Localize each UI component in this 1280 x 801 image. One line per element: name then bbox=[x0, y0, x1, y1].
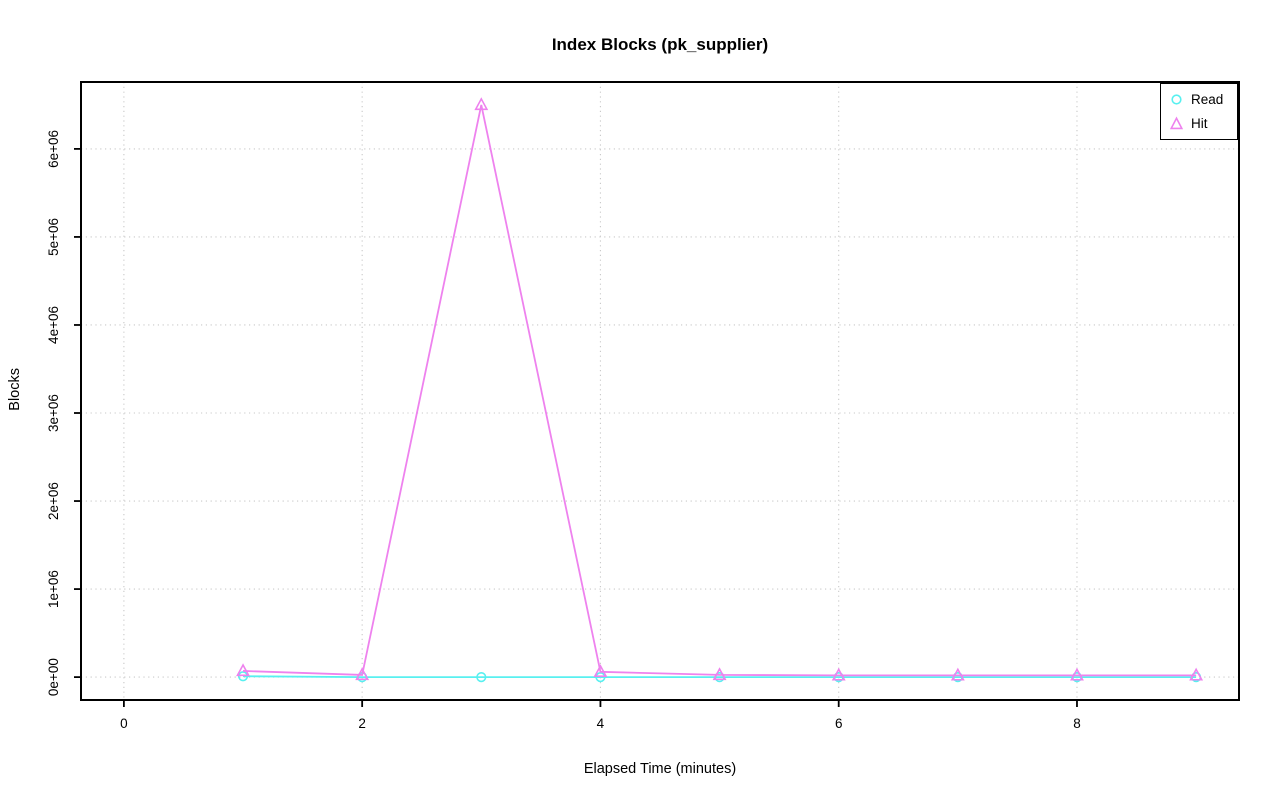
legend-label-hit: Hit bbox=[1191, 115, 1208, 131]
legend: Read Hit bbox=[1160, 83, 1238, 140]
y-axis: 0e+00 1e+06 2e+06 3e+06 4e+06 5e+06 6e+06 bbox=[46, 130, 81, 696]
x-tick-label: 6 bbox=[835, 716, 843, 731]
x-tick-label: 8 bbox=[1073, 716, 1081, 731]
gridlines bbox=[81, 82, 1239, 700]
hit-marker-glyph bbox=[1169, 115, 1184, 129]
legend-item-read: Read bbox=[1161, 87, 1237, 111]
data-point-triangle bbox=[355, 667, 370, 681]
legend-item-hit: Hit bbox=[1161, 111, 1237, 135]
data-point-triangle bbox=[950, 667, 965, 681]
data-point-triangle bbox=[1070, 667, 1084, 681]
hit-triangle-icon bbox=[1169, 115, 1184, 129]
read-marker-glyph bbox=[1171, 93, 1182, 105]
chart-title: Index Blocks (pk_supplier) bbox=[551, 35, 769, 54]
x-axis-label: Elapsed Time (minutes) bbox=[583, 761, 737, 777]
data-point-triangle bbox=[474, 97, 489, 111]
data-point-triangle bbox=[712, 667, 727, 681]
data-point-triangle bbox=[593, 664, 608, 678]
series-line bbox=[243, 675, 1197, 679]
series-hit bbox=[236, 97, 1204, 681]
read-circle-icon bbox=[1171, 93, 1182, 105]
x-tick-label: 2 bbox=[358, 716, 366, 731]
legend-label-read: Read bbox=[1191, 91, 1224, 107]
data-point-triangle bbox=[1189, 667, 1204, 681]
y-tick-label: 5e+06 bbox=[46, 218, 61, 256]
y-tick-label: 3e+06 bbox=[46, 394, 61, 432]
data-point-circle bbox=[476, 672, 487, 683]
y-tick-label: 1e+06 bbox=[46, 570, 61, 608]
x-tick-label: 0 bbox=[120, 716, 128, 731]
data-point-triangle bbox=[831, 667, 846, 681]
x-tick-label: 4 bbox=[597, 716, 605, 731]
plot-border bbox=[80, 81, 1240, 701]
y-tick-label: 6e+06 bbox=[46, 130, 61, 168]
x-axis: 0 2 4 6 8 bbox=[120, 700, 1081, 731]
y-tick-label: 4e+06 bbox=[46, 306, 61, 344]
data-point-circle bbox=[595, 672, 606, 683]
y-tick-label: 0e+00 bbox=[46, 658, 61, 696]
y-tick-label: 2e+06 bbox=[46, 482, 61, 520]
y-axis-label: Blocks bbox=[7, 368, 23, 411]
series-line bbox=[242, 104, 1197, 677]
series-read bbox=[237, 671, 1202, 683]
data-point-circle bbox=[237, 671, 249, 682]
data-point-triangle bbox=[236, 663, 250, 677]
